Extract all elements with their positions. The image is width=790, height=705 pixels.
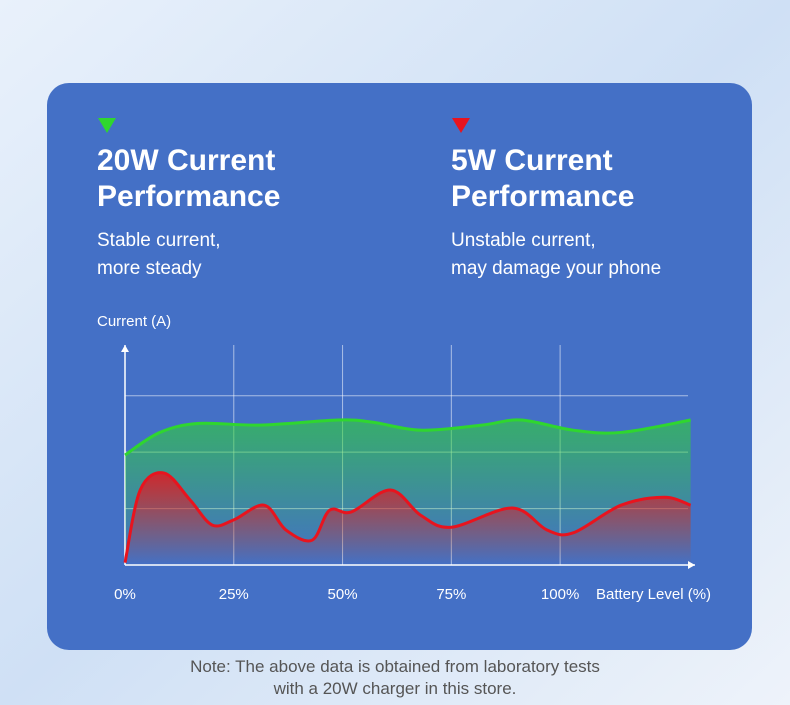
legend: 5W Current Performance Unstable current, m… bbox=[451, 118, 691, 283]
y-axis-arrow bbox=[121, 345, 129, 352]
note-line: with a 20W charger in this store. bbox=[273, 679, 517, 698]
line bbox=[123, 471, 692, 564]
description-line: may damage your phone bbox=[451, 258, 662, 279]
note-line: Note: The above data is obtained from la… bbox=[190, 657, 600, 676]
legend-marker bbox=[98, 118, 116, 133]
note: Note: The above data is obtained from la… bbox=[0, 656, 790, 700]
y-axis-label: Current (A) bbox=[97, 313, 171, 330]
x-axis-label: Battery Level (%) bbox=[596, 586, 711, 603]
legend-description: Unstable current, may damage your phone bbox=[451, 227, 691, 283]
legend-title: 5W Current Performance bbox=[451, 144, 635, 213]
legend-title: 20W Current Performance bbox=[97, 144, 281, 213]
line bbox=[124, 418, 691, 457]
area-fill bbox=[125, 472, 691, 565]
x-tick-label: 75% bbox=[436, 586, 466, 603]
description-line: more steady bbox=[97, 258, 202, 279]
legend-description: Stable current, more steady bbox=[97, 227, 337, 283]
x-tick-label: 50% bbox=[328, 586, 358, 603]
legend: 20W Current Performance Stable current, mo… bbox=[97, 118, 337, 283]
x-tick-label: 25% bbox=[219, 586, 249, 603]
x-tick-label: 0% bbox=[114, 586, 136, 603]
description-line: Stable current, bbox=[97, 230, 221, 251]
plot: 0% 25% 50% 75% 100% bbox=[114, 345, 695, 603]
x-tick-label: 100% bbox=[541, 586, 579, 603]
description-line: Unstable current, bbox=[451, 230, 596, 251]
legend-marker bbox=[452, 118, 470, 133]
